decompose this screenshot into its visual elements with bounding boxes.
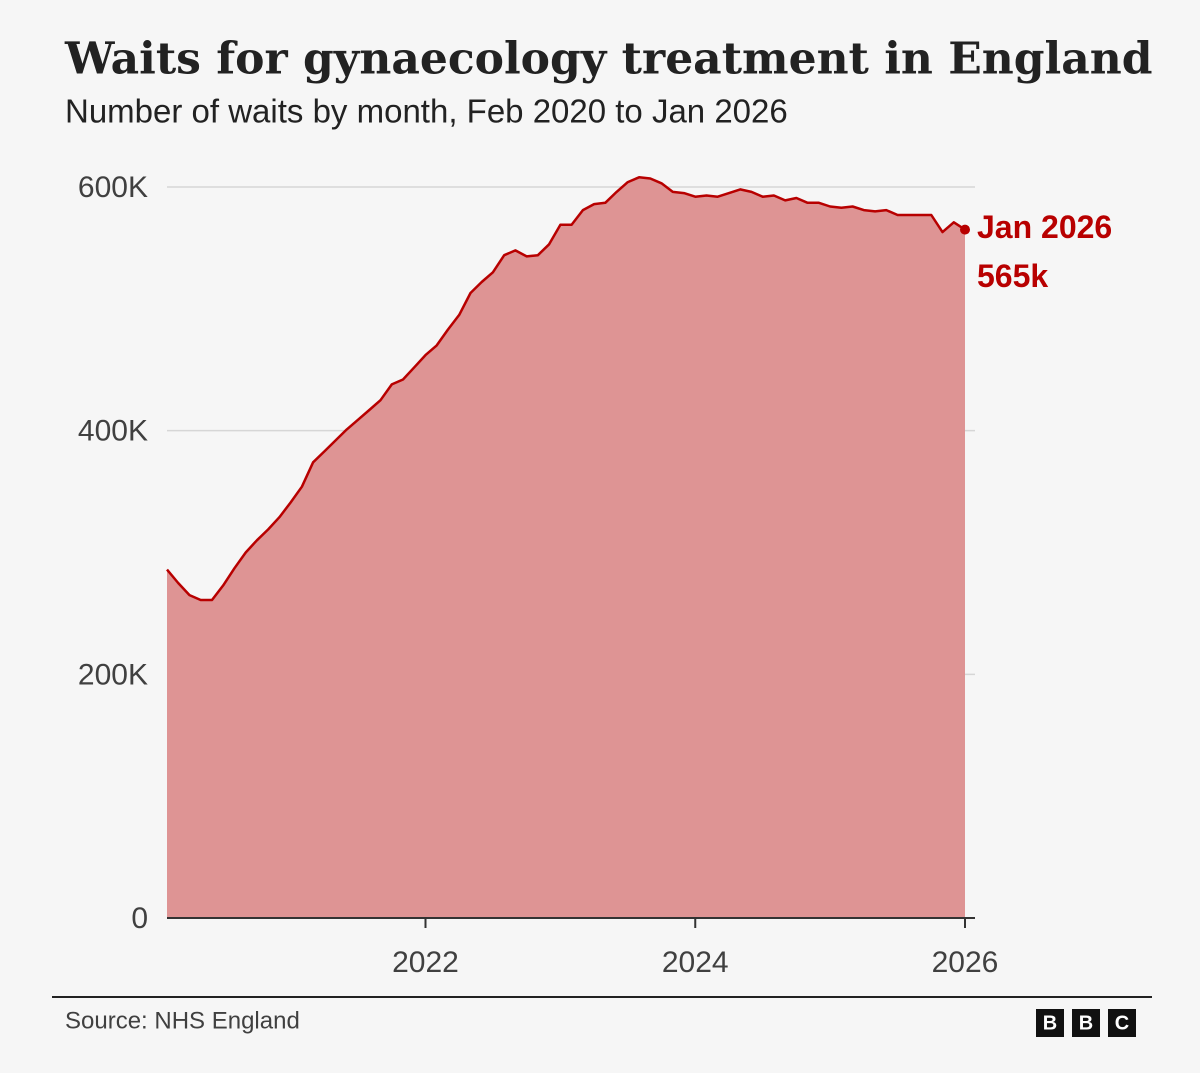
area	[167, 177, 965, 919]
x-tick-label: 2022	[392, 946, 459, 979]
x-tick-label: 2024	[662, 946, 729, 979]
y-tick-label: 0	[131, 902, 148, 935]
y-tick-label: 400K	[78, 415, 148, 448]
end-dot	[960, 224, 970, 235]
end-date-label: Jan 2026	[977, 209, 1112, 245]
logo-letter: C	[1115, 1012, 1129, 1034]
line	[166, 176, 966, 602]
y-tick-label: 200K	[78, 658, 148, 691]
chart-subtitle: Number of waits by month, Feb 2020 to Ja…	[65, 93, 788, 130]
logo-block	[1036, 1009, 1064, 1037]
end-value-label: 565k	[977, 258, 1048, 294]
chart-title: Waits for gynaecology treatment in Engla…	[64, 34, 1153, 85]
source: Source: NHS England	[65, 1007, 300, 1034]
x-tick-label: 2026	[932, 946, 999, 979]
logo: B B C	[1036, 1009, 1136, 1037]
logo-block	[1108, 1009, 1136, 1037]
logo-letter: B	[1043, 1012, 1057, 1034]
logo-letter: B	[1079, 1012, 1093, 1034]
y-tick-label: 600K	[78, 171, 148, 204]
logo-block	[1072, 1009, 1100, 1037]
